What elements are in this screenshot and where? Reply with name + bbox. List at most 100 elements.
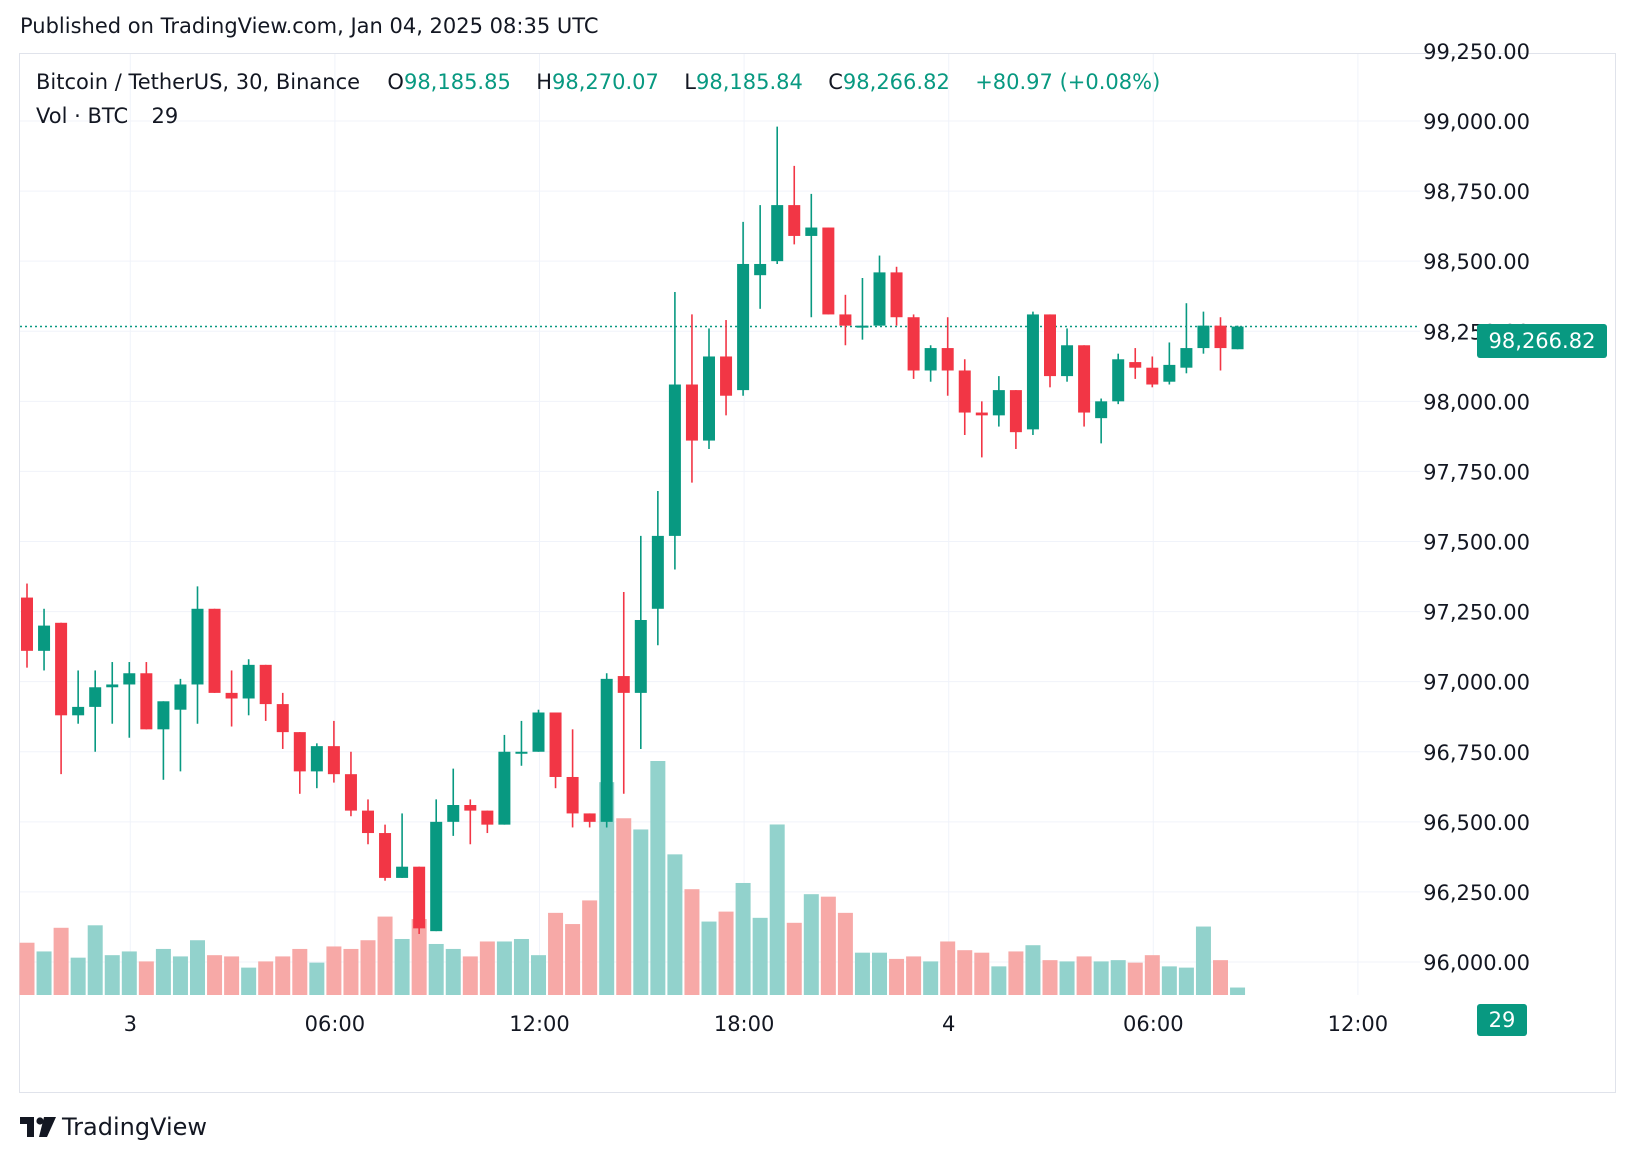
- volume-bar: [1059, 961, 1075, 995]
- volume-bar: [1144, 955, 1160, 995]
- candle-body: [754, 263, 767, 276]
- candle-body: [72, 706, 85, 716]
- candle-body: [157, 701, 170, 730]
- candle-body: [600, 678, 613, 822]
- volume-bar: [616, 818, 632, 995]
- candle-body: [191, 608, 204, 685]
- candle-body: [21, 597, 33, 651]
- candle-body: [362, 810, 374, 834]
- close-value: 98,266.82: [842, 70, 950, 94]
- volume-bar: [172, 956, 188, 995]
- volume-bar: [769, 824, 785, 995]
- candle-body: [327, 746, 340, 775]
- volume-bar: [889, 958, 905, 995]
- candle-body: [89, 687, 102, 707]
- y-tick-label: 96,000.00: [1423, 951, 1530, 975]
- volume-bar: [599, 782, 615, 995]
- symbol-label[interactable]: Bitcoin / TetherUS, 30, Binance: [36, 70, 361, 94]
- x-tick-label: 18:00: [714, 1012, 775, 1036]
- last-price-badge: 98,266.82: [1477, 324, 1607, 358]
- candle-body: [430, 821, 443, 932]
- volume-bar: [735, 882, 751, 995]
- candle-body: [38, 625, 51, 651]
- x-tick-label: 4: [942, 1012, 955, 1036]
- candle-body: [447, 805, 460, 822]
- volume-bar: [940, 941, 956, 995]
- volume-bar: [104, 955, 120, 995]
- volume-bar: [513, 938, 529, 995]
- candle-body: [379, 833, 392, 878]
- candle-body: [907, 317, 920, 371]
- volume-bar: [1076, 956, 1092, 995]
- x-tick-label: 3: [124, 1012, 137, 1036]
- tradingview-logo[interactable]: TradingView: [20, 1113, 207, 1141]
- candle-body: [771, 205, 784, 262]
- volume-bar: [991, 966, 1007, 995]
- candle-body: [1026, 314, 1039, 430]
- candle-body: [1095, 401, 1108, 419]
- candle-body: [481, 810, 494, 825]
- y-tick-label: 96,500.00: [1423, 811, 1530, 835]
- candle-body: [992, 390, 1005, 416]
- volume-bar: [445, 948, 461, 995]
- tradingview-logo-icon: [20, 1117, 56, 1137]
- ohlc-legend: Bitcoin / TetherUS, 30, Binance O98,185.…: [36, 70, 1160, 94]
- y-tick-label: 97,750.00: [1423, 460, 1530, 484]
- candle-body: [788, 205, 801, 236]
- volume-bar: [241, 967, 257, 995]
- x-tick-label: 12:00: [509, 1012, 570, 1036]
- candle-body: [174, 684, 187, 710]
- candle-body: [225, 692, 238, 699]
- candle-body: [890, 272, 903, 318]
- candle-body: [396, 866, 409, 878]
- volume-bar: [803, 894, 819, 995]
- volume-bar: [1195, 926, 1211, 995]
- y-tick-label: 97,000.00: [1423, 671, 1530, 695]
- volume-bar: [650, 761, 666, 995]
- volume-bar: [701, 921, 717, 995]
- volume-bar: [292, 948, 308, 995]
- volume-bar: [1127, 962, 1143, 995]
- volume-bar: [377, 916, 393, 995]
- volume-value: 29: [151, 104, 179, 128]
- volume-bar: [1042, 960, 1058, 995]
- volume-bar: [752, 917, 768, 995]
- brand-name: TradingView: [62, 1113, 208, 1141]
- volume-bar: [479, 941, 495, 995]
- candle-body: [1197, 325, 1210, 349]
- volume-bar: [309, 962, 325, 995]
- volume-bar: [1161, 966, 1177, 995]
- candle-body: [413, 866, 426, 929]
- candle-body: [941, 348, 954, 371]
- chart-frame: [19, 53, 1616, 1093]
- candle-body: [515, 751, 528, 754]
- volume-bar: [258, 961, 274, 995]
- published-caption: Published on TradingView.com, Jan 04, 20…: [20, 14, 599, 38]
- y-axis-labels: 99,250.0099,000.0098,750.0098,500.0098,2…: [1423, 40, 1530, 975]
- candle-body: [310, 746, 323, 772]
- volume-bar: [224, 956, 240, 995]
- candle-body: [208, 608, 221, 693]
- volume-bar: [360, 940, 376, 995]
- candle-body: [242, 664, 255, 699]
- volume-bar: [70, 957, 86, 995]
- open-value: 98,185.85: [403, 70, 511, 94]
- volume-label[interactable]: Vol · BTC: [36, 104, 129, 128]
- change-value: +80.97 (+0.08%): [975, 70, 1161, 94]
- volume-bar: [837, 912, 853, 995]
- volume-bar: [207, 955, 223, 995]
- high-value: 98,270.07: [552, 70, 659, 94]
- volume-bar: [36, 951, 52, 995]
- candle-body: [737, 263, 750, 391]
- candle-body: [106, 684, 119, 688]
- candle-body: [634, 619, 647, 693]
- x-axis-labels: 3 06:00 12:00 18:00 4 06:00 12:00: [124, 1012, 1389, 1036]
- candle-body: [498, 751, 511, 825]
- volume-bar: [633, 829, 649, 995]
- volume-bar: [138, 961, 154, 995]
- volume-bar: [548, 912, 564, 995]
- volume-bar: [957, 950, 973, 995]
- volume-bar: [121, 951, 137, 995]
- volume-bar: [326, 946, 342, 995]
